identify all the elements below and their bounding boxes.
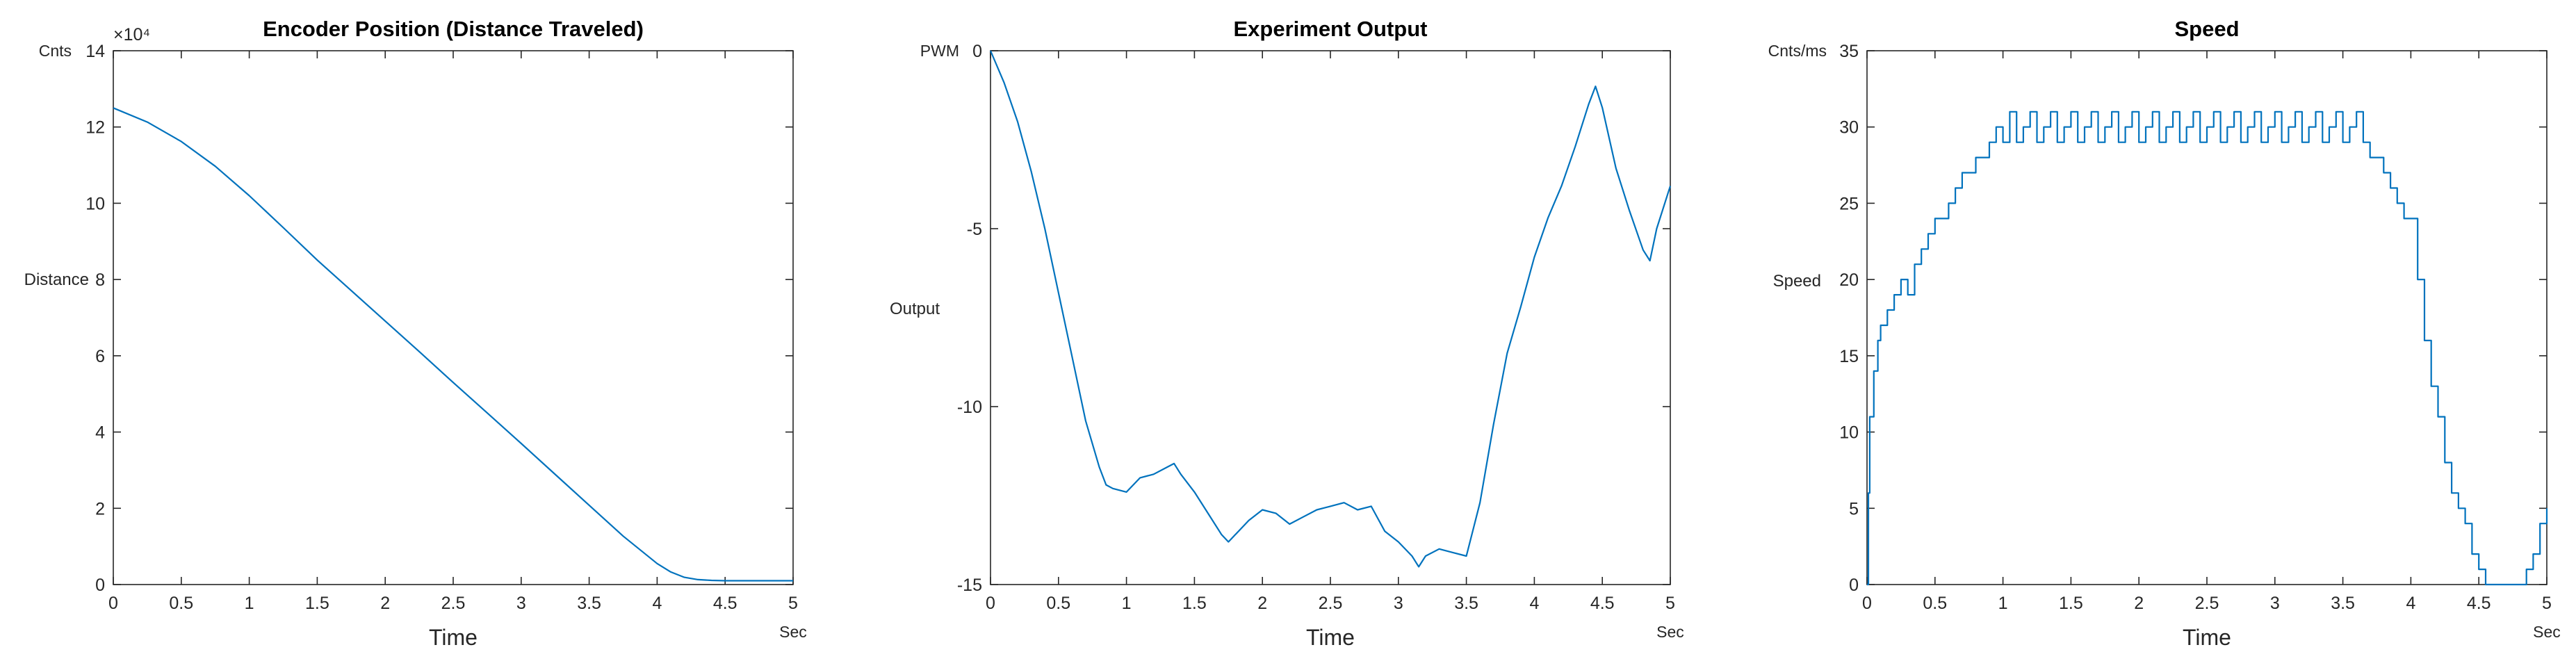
plot-area	[990, 50, 1671, 585]
y-axis-label: Speed	[1773, 272, 1821, 291]
x-tick-label: 2	[2134, 594, 2144, 613]
y-tick-label: 6	[95, 347, 105, 366]
x-tick-label: 4	[652, 594, 662, 613]
y-tick-labels: 0 2 4 6 8 10 12 14	[85, 42, 105, 595]
y-axis-unit: Cnts/ms	[1768, 42, 1827, 60]
y-tick-label: -5	[967, 220, 982, 239]
y-tick-label: 8	[95, 270, 105, 290]
x-axis-label: Time	[1306, 625, 1355, 650]
series-layer	[1867, 111, 2548, 586]
encoder-position-chart: 0 0.5 1 1.5 2 2.5 3 3.5 4 4.5 5 0 2 4 6 8 10 12 14 Encode…	[24, 17, 807, 650]
y-tick-label: 2	[95, 499, 105, 519]
x-tick-label: 2	[1257, 594, 1267, 613]
y-tick-label: 5	[1849, 499, 1859, 519]
y-tick-label: 0	[1849, 576, 1859, 595]
series-line	[1867, 111, 2548, 586]
x-tick-label: 4	[1529, 594, 1539, 613]
x-axis-unit: Sec	[2533, 623, 2561, 641]
x-axis-unit: Sec	[1656, 623, 1684, 641]
x-tick-label: 0.5	[1046, 594, 1070, 613]
x-tick-label: 3	[1394, 594, 1403, 613]
x-tick-label: 4.5	[1590, 594, 1615, 613]
x-tick-label: 1.5	[1182, 594, 1207, 613]
x-tick-label: 5	[788, 594, 798, 613]
experiment-output-chart: 0 0.5 1 1.5 2 2.5 3 3.5 4 4.5 5 -15 -10 -5 0 Experime…	[890, 17, 1684, 650]
y-axis-label: Output	[890, 300, 940, 318]
x-tick-label: 4.5	[713, 594, 737, 613]
x-tick-label: 3.5	[577, 594, 601, 613]
y-tick-label: 20	[1839, 270, 1859, 290]
y-tick-labels: 0 5 10 15 20 25 30 35	[1839, 42, 1859, 595]
plot-area	[113, 50, 794, 585]
x-tick-label: 3.5	[2331, 594, 2355, 613]
y-tick-label: 0	[972, 42, 982, 61]
x-tick-label: 1	[245, 594, 254, 613]
y-tick-label: -15	[957, 576, 982, 595]
x-tick-label: 2	[380, 594, 390, 613]
chart-title: Encoder Position (Distance Traveled)	[263, 17, 644, 41]
y-tick-label: 15	[1839, 347, 1859, 366]
y-tick-label: 10	[1839, 423, 1859, 443]
x-tick-label: 5	[1665, 594, 1675, 613]
y-tick-label: 0	[95, 576, 105, 595]
y-axis-label: Distance	[24, 270, 89, 289]
series-line	[113, 107, 793, 582]
y-tick-label: 35	[1839, 42, 1859, 61]
y-tick-label: -10	[957, 398, 982, 417]
x-tick-labels: 0 0.5 1 1.5 2 2.5 3 3.5 4 4.5 5	[986, 594, 1675, 613]
tick-marks	[113, 50, 794, 585]
x-tick-label: 2.5	[1319, 594, 1343, 613]
x-tick-label: 1	[1122, 594, 1132, 613]
y-axis-unit: Cnts	[39, 42, 72, 60]
series-line	[989, 50, 1672, 568]
tick-marks	[1866, 50, 2548, 585]
y-tick-label: 4	[95, 423, 105, 443]
y-axis-unit: PWM	[920, 42, 959, 60]
series-layer	[989, 50, 1672, 568]
x-tick-label: 1.5	[305, 594, 329, 613]
x-tick-label: 3	[2270, 594, 2280, 613]
x-tick-label: 1	[1998, 594, 2008, 613]
x-tick-label: 4.5	[2467, 594, 2491, 613]
y-tick-label: 12	[85, 118, 105, 138]
x-tick-labels: 0 0.5 1 1.5 2 2.5 3 3.5 4 4.5 5	[1862, 594, 2552, 613]
x-tick-label: 5	[2542, 594, 2552, 613]
y-axis-exponent: ×10⁴	[113, 25, 150, 44]
y-tick-labels: -15 -10 -5 0	[957, 42, 982, 595]
x-tick-label: 4	[2406, 594, 2415, 613]
x-tick-label: 0	[108, 594, 118, 613]
tick-marks	[990, 50, 1671, 585]
x-tick-label: 0.5	[169, 594, 193, 613]
x-tick-label: 1.5	[2059, 594, 2083, 613]
chart-title: Speed	[2174, 17, 2239, 41]
x-tick-label: 0	[986, 594, 995, 613]
speed-chart: 0 0.5 1 1.5 2 2.5 3 3.5 4 4.5 5 0 5 10 15 20 25 30 35 Spe…	[1768, 17, 2561, 650]
x-tick-label: 2.5	[2195, 594, 2219, 613]
y-tick-label: 10	[85, 194, 105, 213]
y-tick-label: 30	[1839, 118, 1859, 138]
x-tick-label: 2.5	[441, 594, 466, 613]
x-axis-label: Time	[429, 625, 478, 650]
y-tick-label: 25	[1839, 194, 1859, 213]
x-tick-label: 0	[1862, 594, 1872, 613]
x-tick-labels: 0 0.5 1 1.5 2 2.5 3 3.5 4 4.5 5	[108, 594, 798, 613]
x-axis-label: Time	[2183, 625, 2231, 650]
x-axis-unit: Sec	[779, 623, 807, 641]
y-tick-label: 14	[85, 42, 105, 61]
x-tick-label: 3	[516, 594, 526, 613]
chart-title: Experiment Output	[1233, 17, 1427, 41]
x-tick-label: 0.5	[1923, 594, 1947, 613]
series-layer	[113, 107, 793, 582]
x-tick-label: 3.5	[1454, 594, 1478, 613]
